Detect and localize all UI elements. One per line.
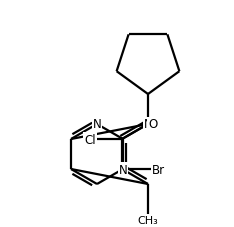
Text: CH₃: CH₃ xyxy=(138,215,158,225)
Text: O: O xyxy=(148,118,158,131)
Text: N: N xyxy=(119,163,127,176)
Text: Cl: Cl xyxy=(84,133,96,146)
Text: N: N xyxy=(93,118,101,131)
Text: N: N xyxy=(144,118,152,131)
Text: Br: Br xyxy=(151,163,165,176)
